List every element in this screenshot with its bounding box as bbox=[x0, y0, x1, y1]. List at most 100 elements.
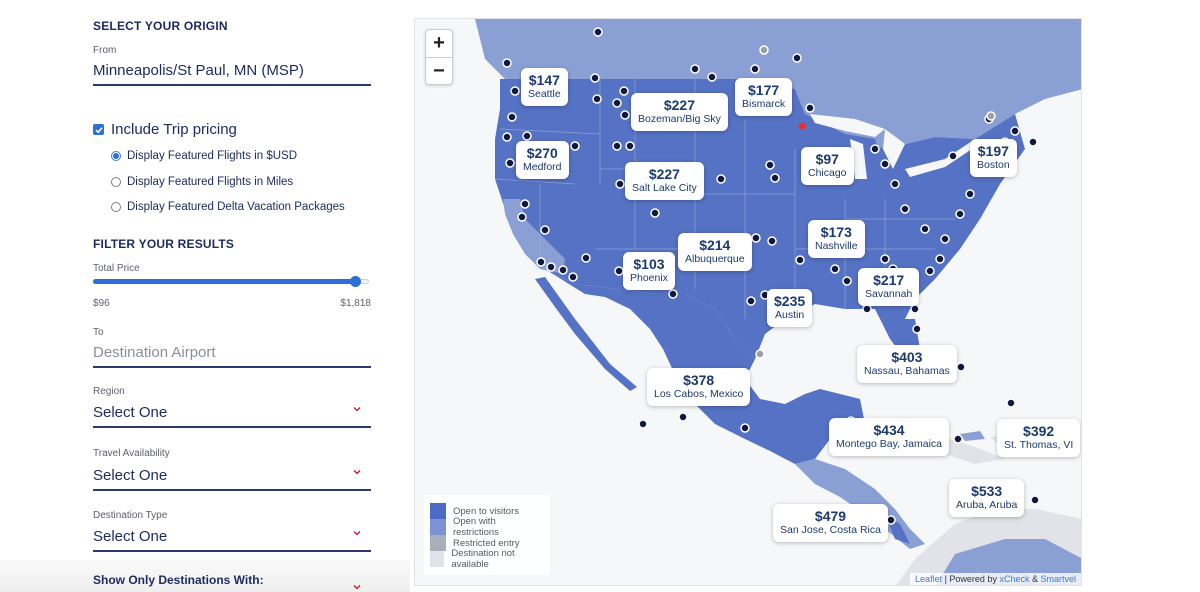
price-pin-phoenix[interactable]: $103 Phoenix bbox=[623, 252, 675, 290]
origin-value: Minneapolis/St Paul, MN (MSP) bbox=[93, 62, 304, 79]
bottom-fade bbox=[0, 560, 410, 592]
chevron-down-icon bbox=[353, 469, 361, 475]
show-only-destinations-toggle[interactable]: Show Only Destinations With: bbox=[93, 573, 264, 587]
price-pin-aruba[interactable]: $533 Aruba, Aruba bbox=[949, 479, 1025, 517]
price-pin-savannah[interactable]: $217 Savannah bbox=[858, 268, 920, 306]
price-pin-bozeman[interactable]: $227 Bozeman/Big Sky bbox=[631, 93, 728, 131]
legend-swatch bbox=[430, 519, 446, 535]
region-value: Select One bbox=[93, 404, 168, 421]
total-price-slider[interactable] bbox=[93, 276, 371, 287]
pin-city: Bismarck bbox=[742, 98, 786, 110]
destination-type-select[interactable]: Select One bbox=[93, 526, 371, 552]
pin-price: $378 bbox=[683, 372, 715, 388]
zoom-in-button[interactable]: + bbox=[433, 32, 445, 54]
radio-usd[interactable]: Display Featured Flights in $USD bbox=[111, 150, 297, 162]
destination-airport-input[interactable]: Destination Airport bbox=[93, 342, 371, 368]
filter-sidebar: SELECT YOUR ORIGIN From Minneapolis/St P… bbox=[93, 0, 371, 592]
pin-city: San Jose, Costa Rica bbox=[780, 524, 881, 536]
price-pin-austin[interactable]: $235 Austin bbox=[767, 289, 813, 327]
from-label: From bbox=[93, 45, 117, 56]
pin-price: $403 bbox=[891, 349, 923, 365]
travel-availability-value: Select One bbox=[93, 467, 168, 484]
price-pin-nassau[interactable]: $403 Nassau, Bahamas bbox=[857, 345, 957, 383]
pin-city: Bozeman/Big Sky bbox=[638, 113, 721, 125]
slider-fill bbox=[93, 279, 357, 284]
origin-section-title: SELECT YOUR ORIGIN bbox=[93, 19, 228, 33]
xcheck-link[interactable]: xCheck bbox=[999, 574, 1030, 584]
pin-city: Los Cabos, Mexico bbox=[654, 388, 744, 400]
price-pin-san-jose[interactable]: $479 San Jose, Costa Rica bbox=[773, 504, 888, 542]
pin-city: Seattle bbox=[528, 88, 561, 100]
price-pin-st-thomas[interactable]: $392 St. Thomas, VI bbox=[997, 419, 1081, 457]
legend-open-restrictions: Open with restrictions bbox=[430, 516, 544, 538]
price-pin-medford[interactable]: $270 Medford bbox=[516, 141, 569, 179]
price-pin-albuquerque[interactable]: $214 Albuquerque bbox=[678, 233, 752, 271]
pin-price: $197 bbox=[977, 143, 1009, 159]
price-pin-salt-lake-city[interactable]: $227 Salt Lake City bbox=[625, 162, 704, 200]
pin-city: Phoenix bbox=[630, 272, 668, 284]
origin-input[interactable]: Minneapolis/St Paul, MN (MSP) bbox=[93, 60, 371, 86]
chevron-down-icon[interactable] bbox=[353, 577, 361, 592]
destination-placeholder: Destination Airport bbox=[93, 344, 216, 361]
pin-city: Nassau, Bahamas bbox=[864, 365, 950, 377]
destination-map[interactable]: + − $147 Seattle $227 Bozeman/Big Sky $177… bbox=[414, 18, 1082, 586]
price-pin-seattle[interactable]: $147 Seattle bbox=[521, 68, 568, 106]
pin-city: Austin bbox=[774, 309, 805, 321]
pin-city: Chicago bbox=[808, 167, 847, 179]
legend-open: Open to visitors bbox=[430, 503, 544, 519]
zoom-out-button[interactable]: − bbox=[426, 57, 452, 84]
destination-type-label: Destination Type bbox=[93, 510, 168, 521]
zoom-control: + − bbox=[425, 29, 453, 85]
price-pin-los-cabos[interactable]: $378 Los Cabos, Mexico bbox=[647, 368, 751, 406]
legend-swatch bbox=[430, 503, 446, 519]
pin-city: Nashville bbox=[815, 240, 858, 252]
pin-price: $235 bbox=[774, 293, 806, 309]
origin-marker bbox=[798, 122, 806, 130]
travel-availability-select[interactable]: Select One bbox=[93, 465, 371, 491]
include-trip-pricing-label: Include Trip pricing bbox=[111, 121, 237, 138]
price-pin-chicago[interactable]: $97 Chicago bbox=[801, 147, 854, 185]
legend-restricted: Restricted entry bbox=[430, 535, 544, 551]
attribution-text: | Powered by bbox=[942, 574, 1000, 584]
leaflet-link[interactable]: Leaflet bbox=[915, 574, 943, 584]
pin-price: $177 bbox=[748, 82, 780, 98]
price-pin-nashville[interactable]: $173 Nashville bbox=[808, 220, 865, 258]
slider-thumb[interactable] bbox=[350, 276, 361, 287]
price-pin-boston[interactable]: $197 Boston bbox=[970, 139, 1017, 177]
pin-price: $227 bbox=[648, 166, 680, 182]
legend-label: Restricted entry bbox=[453, 537, 520, 549]
pin-city: Savannah bbox=[865, 288, 913, 300]
pin-city: Boston bbox=[977, 159, 1010, 171]
legend-swatch bbox=[430, 535, 446, 551]
price-pin-montego-bay[interactable]: $434 Montego Bay, Jamaica bbox=[829, 418, 950, 456]
price-max: $1,818 bbox=[340, 298, 371, 309]
price-pin-bismarck[interactable]: $177 Bismarck bbox=[735, 78, 793, 116]
pin-price: $479 bbox=[814, 508, 847, 524]
pin-city: Montego Bay, Jamaica bbox=[836, 438, 943, 450]
pin-city: St. Thomas, VI bbox=[1004, 439, 1074, 451]
pin-price: $97 bbox=[815, 151, 839, 167]
filter-section-title: FILTER YOUR RESULTS bbox=[93, 237, 235, 251]
chevron-down-icon bbox=[353, 530, 361, 536]
smartvel-link[interactable]: Smartvel bbox=[1040, 574, 1076, 584]
pin-price: $270 bbox=[526, 145, 558, 161]
region-select[interactable]: Select One bbox=[93, 402, 371, 428]
pin-city: Medford bbox=[523, 161, 562, 173]
price-min: $96 bbox=[93, 298, 110, 309]
radio-vacation-packages[interactable]: Display Featured Delta Vacation Packages bbox=[111, 201, 345, 213]
pin-price: $147 bbox=[528, 72, 560, 88]
pin-city: Albuquerque bbox=[685, 253, 745, 265]
pin-price: $103 bbox=[633, 256, 665, 272]
map-legend: Open to visitors Open with restrictions … bbox=[424, 495, 550, 575]
pin-city: Salt Lake City bbox=[632, 182, 697, 194]
radio-miles[interactable]: Display Featured Flights in Miles bbox=[111, 176, 293, 188]
include-trip-pricing-checkbox[interactable]: Include Trip pricing bbox=[93, 121, 237, 138]
legend-label: Open with restrictions bbox=[452, 516, 499, 538]
radio-miles-label: Display Featured Flights in Miles bbox=[127, 176, 294, 188]
legend-label: Open to visitors bbox=[453, 505, 519, 517]
pin-price: $173 bbox=[820, 224, 852, 240]
radio-unselected-icon bbox=[111, 177, 121, 187]
region-label: Region bbox=[93, 386, 125, 397]
radio-usd-label: Display Featured Flights in $USD bbox=[127, 150, 298, 162]
